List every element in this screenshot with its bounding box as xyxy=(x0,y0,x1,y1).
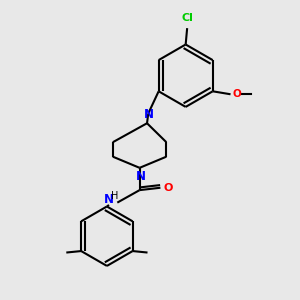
Text: N: N xyxy=(136,170,146,183)
Text: N: N xyxy=(104,193,114,206)
Text: O: O xyxy=(232,89,242,99)
Text: H: H xyxy=(111,191,118,201)
Text: N: N xyxy=(143,108,154,121)
Text: Cl: Cl xyxy=(181,13,193,23)
Text: O: O xyxy=(164,183,173,193)
